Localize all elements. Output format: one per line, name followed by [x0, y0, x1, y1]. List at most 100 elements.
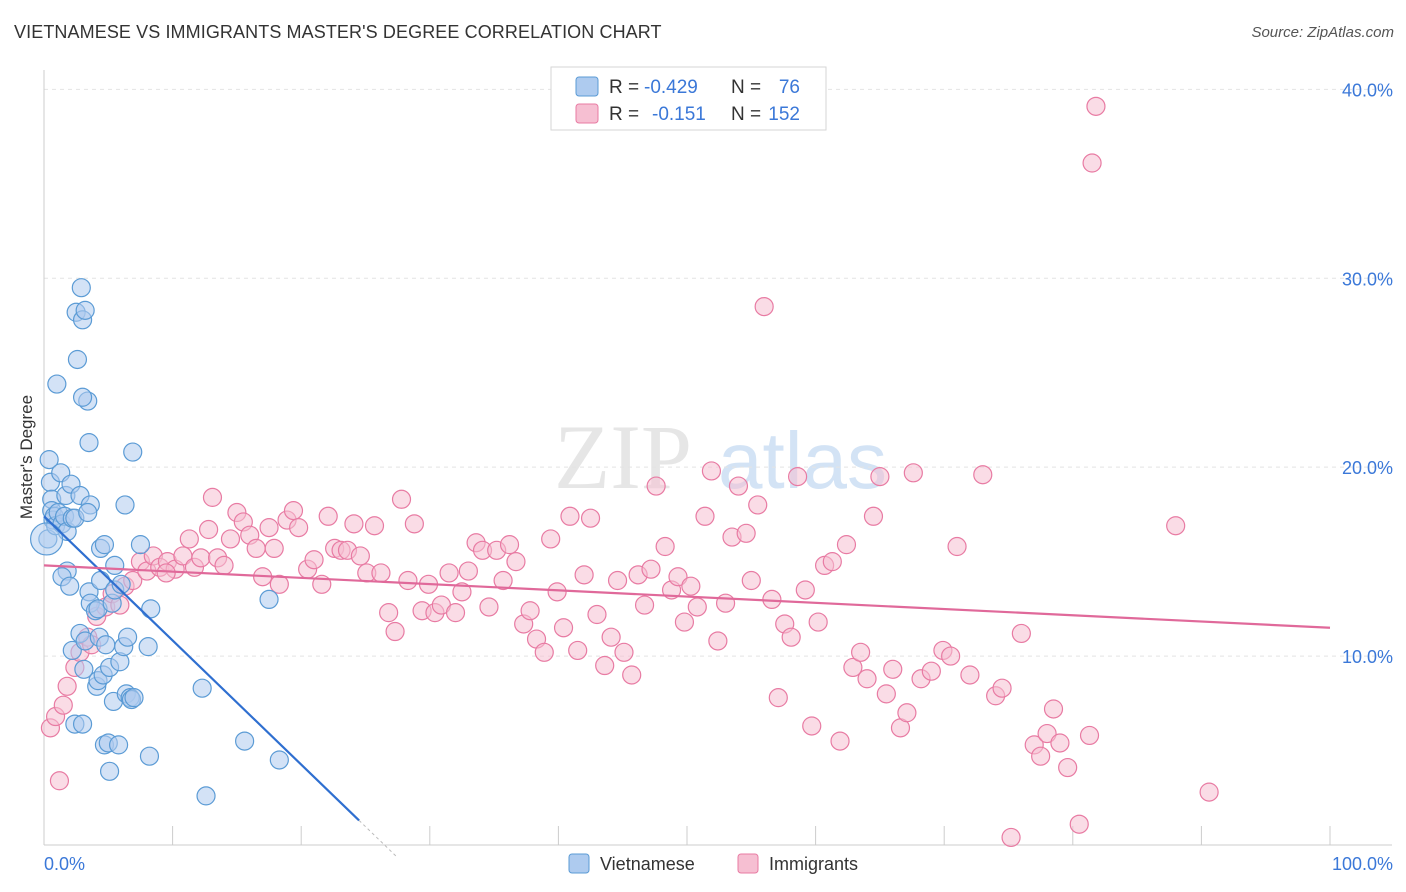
immigrants-point	[1079, 725, 1100, 746]
legend-n-value-vietnamese: 76	[779, 77, 800, 98]
y-axis-label: Master's Degree	[17, 395, 36, 519]
immigrants-point	[1069, 814, 1089, 834]
vietnamese-point	[79, 433, 99, 453]
immigrants-point	[191, 548, 211, 568]
immigrants-point	[269, 574, 289, 594]
immigrants-point	[728, 476, 749, 496]
immigrants-point	[1011, 623, 1031, 644]
immigrants-point	[1166, 516, 1186, 536]
vietnamese-point	[130, 535, 151, 555]
vietnamese-point	[123, 442, 143, 462]
vietnamese-point	[99, 761, 120, 781]
immigrants-point	[973, 465, 993, 485]
immigrants-point	[921, 661, 941, 681]
y-tick-label: 40.0%	[1342, 80, 1393, 100]
immigrants-point	[580, 508, 601, 528]
immigrants-point	[941, 646, 961, 666]
immigrants-point	[49, 771, 70, 791]
immigrants-point	[992, 678, 1012, 698]
immigrants-point	[398, 570, 418, 591]
legend-r-value-vietnamese: -0.429	[644, 77, 698, 98]
vietnamese-point	[78, 502, 98, 523]
vietnamese-point	[72, 714, 93, 734]
vietnamese-point	[67, 349, 88, 370]
immigrants-point	[1001, 827, 1021, 848]
vietnamese-point	[47, 374, 67, 394]
immigrants-point	[687, 597, 707, 617]
immigrants-point	[787, 467, 808, 487]
immigrants-point	[391, 489, 412, 509]
legend-swatch-vietnamese	[575, 76, 599, 97]
vietnamese-point	[115, 495, 135, 515]
immigrants-point	[822, 552, 842, 572]
immigrants-point	[843, 657, 863, 678]
chart-title: VIETNAMESE VS IMMIGRANTS MASTER'S DEGREE…	[14, 22, 662, 42]
watermark-zip: ZIP	[554, 406, 692, 508]
immigrants-point	[1043, 699, 1064, 719]
immigrants-point	[304, 550, 324, 570]
vietnamese-point	[141, 599, 161, 619]
legend-r-label-vietnamese: R =	[609, 77, 639, 98]
vietnamese-point	[117, 627, 138, 647]
immigrants-point	[385, 621, 405, 642]
vietnamese-point	[124, 688, 144, 708]
immigrants-point	[1058, 757, 1078, 778]
immigrants-point	[587, 604, 607, 625]
vietnamese-point	[235, 731, 255, 751]
immigrants-point	[870, 467, 890, 487]
immigrants-point	[344, 514, 364, 534]
stats-legend: R = -0.429 N = 76 R = -0.151 N = 152	[550, 66, 827, 131]
immigrants-point	[439, 563, 459, 583]
vietnamese-point	[74, 659, 94, 679]
immigrants-point	[445, 603, 466, 623]
immigrants-point	[836, 535, 857, 555]
immigrants-trend-line	[43, 564, 1331, 629]
x-tick-label-max: 100.0%	[1332, 854, 1393, 874]
points-layer	[29, 96, 1219, 848]
immigrants-point	[802, 716, 822, 736]
vietnamese-point	[72, 387, 93, 407]
immigrants-point	[289, 518, 309, 538]
immigrants-point	[259, 518, 279, 538]
immigrants-point	[876, 684, 896, 704]
immigrants-point	[220, 529, 241, 549]
immigrants-point	[695, 506, 715, 526]
legend-n-value-immigrants: 152	[768, 104, 800, 125]
legend-n-label-vietnamese: N =	[731, 77, 761, 98]
immigrants-point	[655, 536, 675, 557]
vietnamese-point	[71, 278, 91, 298]
immigrants-point	[634, 595, 655, 615]
bottom-legend: Vietnamese Immigrants	[568, 853, 858, 874]
immigrants-point	[574, 565, 594, 585]
immigrants-point	[668, 567, 688, 587]
immigrants-point	[506, 552, 526, 572]
immigrants-point	[534, 642, 554, 662]
immigrants-point	[748, 495, 768, 515]
immigrants-point	[614, 642, 634, 662]
immigrants-point	[1050, 733, 1070, 753]
immigrants-point	[199, 519, 219, 540]
bottom-legend-label-immigrants: Immigrants	[769, 854, 858, 874]
immigrants-point	[851, 642, 871, 662]
immigrants-point	[57, 676, 77, 696]
immigrants-point	[857, 669, 877, 689]
immigrants-point	[1031, 746, 1051, 766]
immigrants-point	[674, 612, 695, 632]
immigrants-point	[781, 627, 801, 647]
vietnamese-point	[94, 535, 115, 555]
legend-swatch-immigrants	[575, 103, 599, 124]
immigrants-point	[379, 603, 399, 623]
y-tick-label: 30.0%	[1342, 269, 1393, 289]
immigrants-point	[350, 546, 370, 566]
vietnamese-point	[192, 678, 212, 698]
immigrants-point	[520, 601, 540, 621]
immigrants-point	[499, 535, 520, 555]
immigrants-point	[741, 570, 761, 591]
immigrants-point	[264, 538, 284, 559]
chart-source: Source: ZipAtlas.com	[1251, 24, 1394, 41]
immigrants-point	[202, 487, 223, 507]
immigrants-point	[715, 593, 736, 613]
immigrants-point	[701, 461, 722, 481]
immigrants-point	[883, 659, 903, 679]
legend-r-value-immigrants: -0.151	[652, 104, 706, 125]
